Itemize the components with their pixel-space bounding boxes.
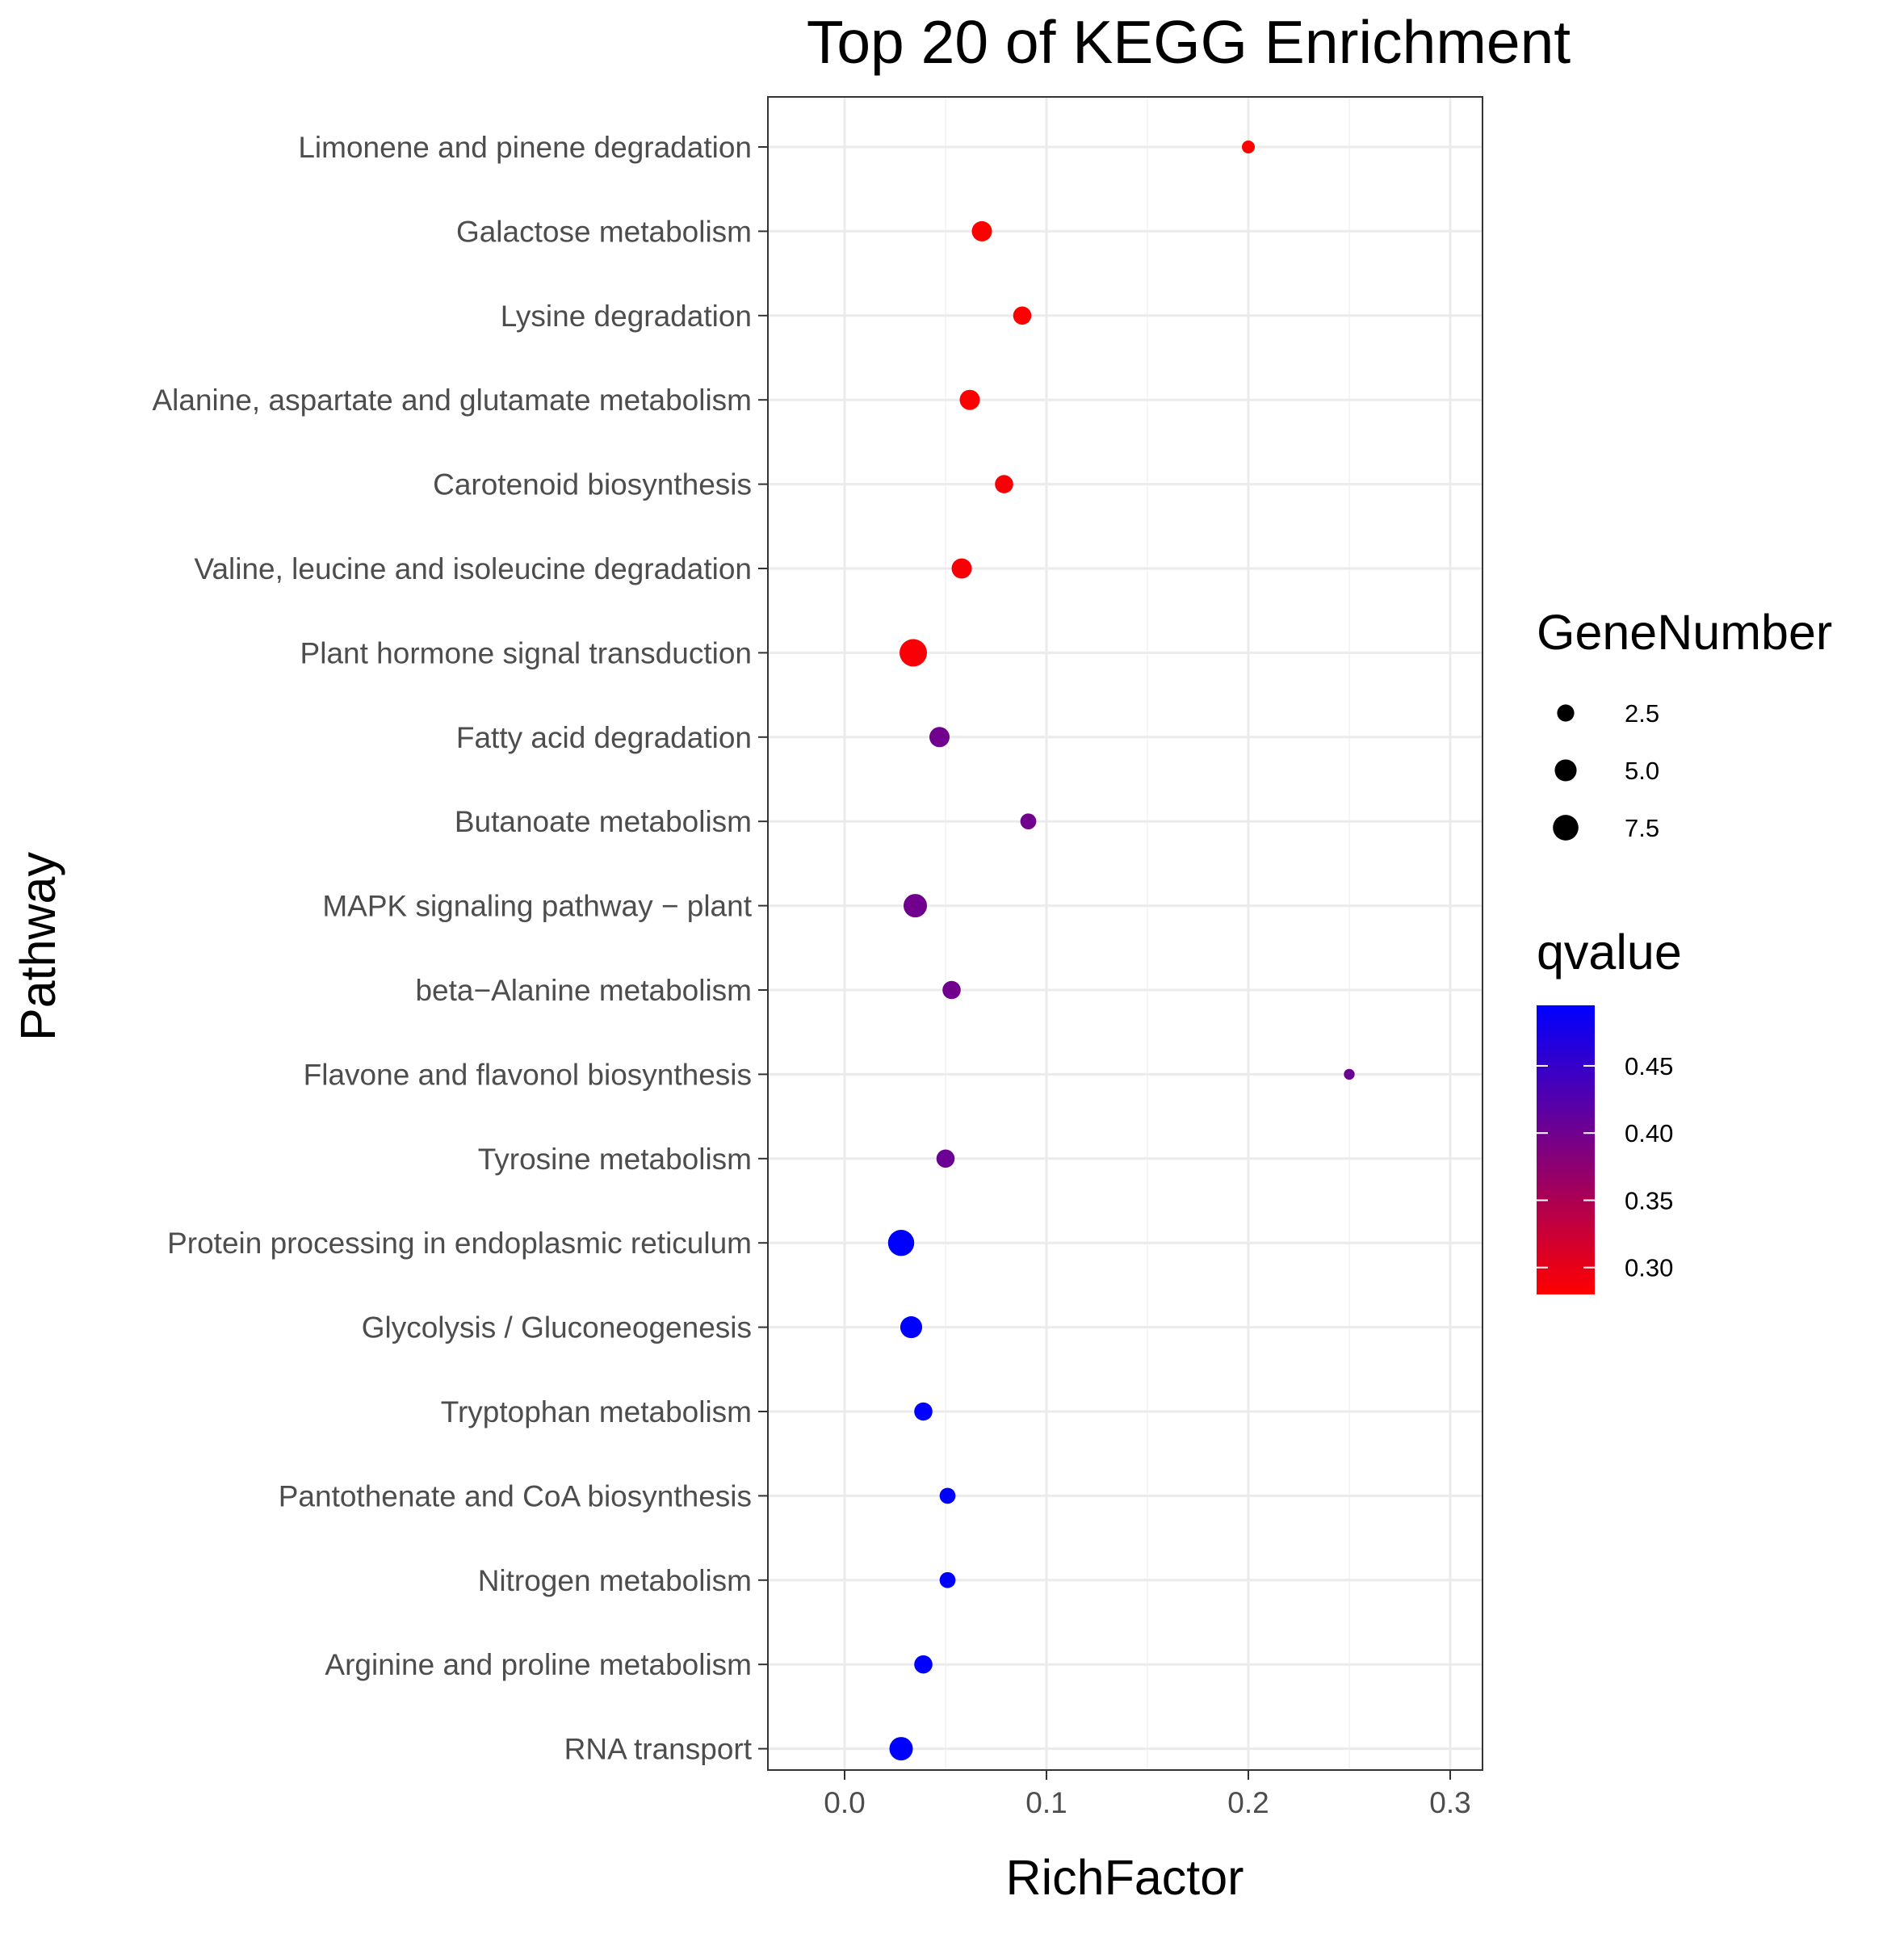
y-tick-label: RNA transport	[564, 1733, 753, 1766]
data-point	[1013, 306, 1032, 325]
plot-panel	[767, 96, 1483, 1771]
size-legend-key	[1553, 815, 1579, 841]
color-legend-label: 0.40	[1625, 1119, 1673, 1147]
y-tick-label: Carotenoid biosynthesis	[433, 468, 752, 501]
x-axis: 0.0 0.1 0.2 0.3	[824, 1770, 1471, 1819]
size-legend: GeneNumber 2.5 5.0 7.5	[1537, 605, 1832, 842]
y-tick-label: Valine, leucine and isoleucine degradati…	[195, 552, 752, 585]
size-legend-label: 5.0	[1625, 757, 1659, 785]
y-tick-label: Flavone and flavonol biosynthesis	[304, 1058, 752, 1091]
data-point	[929, 727, 950, 748]
size-legend-key	[1557, 704, 1575, 722]
size-legend-title: GeneNumber	[1537, 605, 1832, 660]
data-point	[1242, 141, 1255, 153]
data-point	[936, 1149, 955, 1168]
y-tick-label: Fatty acid degradation	[456, 721, 752, 754]
data-point	[951, 558, 972, 579]
data-point	[887, 1229, 915, 1256]
y-tick-label: Tryptophan metabolism	[441, 1395, 752, 1428]
y-tick-label: Nitrogen metabolism	[478, 1564, 752, 1597]
data-point	[959, 389, 980, 410]
panel-border	[767, 96, 1483, 1771]
color-legend-label: 0.30	[1625, 1254, 1673, 1282]
data-point	[900, 1316, 923, 1339]
y-tick-label: beta−Alanine metabolism	[415, 974, 752, 1007]
y-tick-label: Pantothenate and CoA biosynthesis	[279, 1479, 752, 1512]
x-tick-label: 0.0	[824, 1786, 865, 1819]
data-point	[1344, 1068, 1355, 1080]
y-tick-label: Alanine, aspartate and glutamate metabol…	[153, 384, 753, 417]
data-point	[995, 475, 1013, 493]
data-point	[900, 639, 927, 667]
data-point	[914, 1402, 933, 1421]
color-legend-bar	[1537, 1005, 1595, 1294]
x-tick-label: 0.3	[1429, 1786, 1470, 1819]
y-tick-label: Tyrosine metabolism	[478, 1143, 752, 1176]
data-point	[971, 220, 992, 241]
grid-major	[768, 97, 1483, 1770]
data-point	[1020, 813, 1037, 830]
chart-title: Top 20 of KEGG Enrichment	[807, 8, 1571, 76]
size-legend-label: 2.5	[1625, 699, 1659, 728]
size-legend-key	[1554, 759, 1577, 782]
x-tick-label: 0.1	[1025, 1786, 1067, 1819]
y-tick-label: Butanoate metabolism	[455, 805, 752, 838]
y-tick-label: Lysine degradation	[501, 300, 752, 333]
y-tick-label: Arginine and proline metabolism	[325, 1648, 752, 1681]
color-legend-title: qvalue	[1537, 925, 1682, 979]
data-point	[903, 894, 928, 918]
y-tick-label: Limonene and pinene degradation	[298, 131, 752, 164]
y-tick-label: MAPK signaling pathway − plant	[322, 890, 752, 923]
data-point	[939, 1487, 956, 1504]
size-legend-label: 7.5	[1625, 814, 1659, 842]
y-tick-label: Protein processing in endoplasmic reticu…	[167, 1227, 752, 1260]
x-axis-title: RichFactor	[1006, 1850, 1244, 1905]
color-legend-label: 0.45	[1625, 1052, 1673, 1080]
color-legend: qvalue 0.30 0.35 0.40 0.45	[1537, 925, 1682, 1294]
y-axis-title: Pathway	[10, 852, 65, 1041]
panel-background	[768, 97, 1483, 1770]
data-points	[887, 141, 1355, 1761]
y-tick-label: Plant hormone signal transduction	[300, 636, 752, 669]
y-axis: Limonene and pinene degradation Galactose…	[153, 131, 768, 1766]
data-point	[914, 1655, 933, 1674]
data-point	[942, 980, 961, 1000]
data-point	[939, 1571, 956, 1588]
y-tick-label: Galactose metabolism	[456, 215, 752, 248]
color-legend-label: 0.35	[1625, 1186, 1673, 1214]
data-point	[889, 1737, 913, 1761]
x-tick-label: 0.2	[1227, 1786, 1269, 1819]
y-tick-label: Glycolysis / Gluconeogenesis	[362, 1311, 752, 1344]
